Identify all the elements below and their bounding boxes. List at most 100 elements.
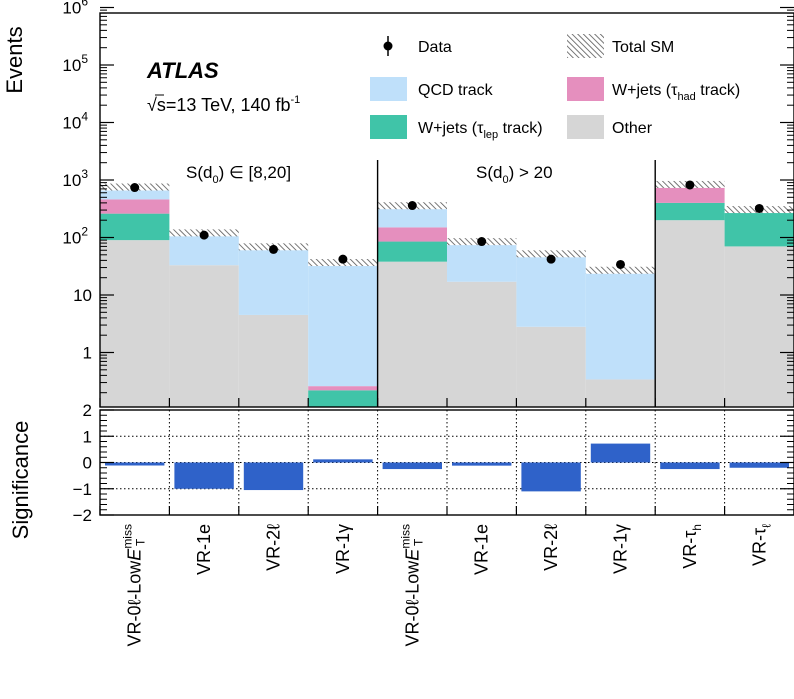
stack-bar-other-9 bbox=[724, 246, 794, 407]
sig-tick-label-3: 1 bbox=[83, 427, 92, 446]
y-tick-label-0: 1 bbox=[83, 344, 92, 363]
stack-bar-other-5 bbox=[447, 281, 517, 407]
energy-luminosity-sup: -1 bbox=[291, 94, 301, 106]
stack-bar-w-jets-lep-track--8 bbox=[655, 202, 725, 221]
y-tick-label-1: 10 bbox=[73, 286, 92, 305]
x-tick-label-base-2: VR-2ℓ bbox=[264, 524, 284, 571]
data-point-3 bbox=[338, 254, 348, 264]
stack-bar-other-6 bbox=[516, 326, 586, 407]
legend-other-swatch bbox=[567, 115, 604, 139]
y-tick-label-2: 102 bbox=[62, 225, 88, 248]
legend-qcd-label: QCD track bbox=[418, 82, 494, 99]
energy-luminosity-label: √s=13 TeV, 140 fb-1 bbox=[147, 94, 300, 115]
stack-bar-w-jets-had-track--4 bbox=[377, 227, 447, 242]
x-tick-label-2: VR-2ℓ bbox=[264, 524, 284, 571]
x-tick-label-3: VR-1γ bbox=[333, 524, 353, 574]
region-label-low: S(d0) ∈ [8,20] bbox=[186, 163, 291, 186]
significance-plot-frame bbox=[99, 409, 794, 516]
x-tick-label-base-7: VR-1γ bbox=[611, 524, 631, 574]
stack-bar-qcd-track-2 bbox=[238, 247, 309, 315]
x-tick-label-7: VR-1γ bbox=[611, 524, 631, 574]
y-tick-base-5: 10 bbox=[62, 56, 81, 75]
y-tick-label-6: 106 bbox=[62, 0, 88, 18]
x-tick-label-sub-4: T bbox=[411, 538, 425, 546]
x-tick-label-6: VR-2ℓ bbox=[541, 524, 561, 571]
stack-bar-w-jets-had-track--0 bbox=[100, 199, 170, 214]
data-point-0 bbox=[130, 183, 140, 193]
data-point-6 bbox=[546, 254, 556, 264]
x-tick-label-8: VR-τh bbox=[680, 524, 704, 569]
stack-bar-w-jets-lep-track--3 bbox=[308, 390, 378, 407]
x-tick-label-5: VR-1e bbox=[472, 524, 492, 575]
stack-bar-w-jets-had-track--3 bbox=[308, 386, 378, 391]
x-tick-label-sup-4: miss bbox=[398, 524, 412, 549]
y-tick-base-2: 10 bbox=[62, 229, 81, 248]
y-tick-exp-4: 4 bbox=[81, 110, 88, 124]
stack-bar-qcd-track-7 bbox=[585, 270, 656, 380]
legend-wjets-lep-label: W+jets (τlep track) bbox=[418, 120, 543, 141]
region-label-high-rest: ) > 20 bbox=[509, 163, 553, 182]
significance-bar-4 bbox=[382, 462, 442, 470]
y-tick-base-6: 10 bbox=[62, 0, 81, 18]
legend-total-sm-swatch bbox=[567, 34, 604, 58]
total-sm-band-7 bbox=[585, 266, 656, 274]
energy-luminosity-text: √s=13 TeV, 140 fb bbox=[147, 95, 291, 115]
region-label-low-main: S(d bbox=[186, 163, 212, 182]
legend-wjets-lep-swatch bbox=[370, 115, 407, 139]
significance-bar-2 bbox=[243, 462, 304, 491]
legend-data-label: Data bbox=[418, 39, 452, 56]
x-tick-label-base-0: VR-0ℓ-Low bbox=[125, 560, 145, 647]
y-tick-label-5: 105 bbox=[62, 52, 88, 75]
legend-other-label: Other bbox=[612, 120, 653, 137]
y-tick-exp-2: 2 bbox=[81, 225, 88, 239]
significance-bar-0 bbox=[105, 462, 165, 466]
region-label-low-sub: 0 bbox=[212, 174, 218, 186]
data-point-4 bbox=[407, 201, 417, 211]
x-tick-label-base-3: VR-1γ bbox=[333, 524, 353, 574]
x-tick-label-sup-0: miss bbox=[121, 524, 135, 549]
legend-wjets-had-swatch bbox=[567, 77, 604, 101]
significance-bar-8 bbox=[660, 462, 720, 470]
sig-tick-label-2: 0 bbox=[83, 454, 92, 473]
legend-wjets-had-sub: had bbox=[677, 91, 695, 103]
y-tick-label-3: 103 bbox=[62, 167, 88, 190]
significance-bar-6 bbox=[521, 462, 581, 492]
x-tick-label-0: VR-0ℓ-LowEmissT bbox=[121, 524, 148, 647]
significance-bar-9 bbox=[729, 462, 789, 468]
legend-wjets-had-label: W+jets (τhad track) bbox=[612, 82, 740, 103]
significance-bar-1 bbox=[174, 462, 234, 489]
data-point-1 bbox=[199, 230, 209, 240]
data-point-2 bbox=[269, 244, 278, 254]
legend-data-marker bbox=[383, 41, 393, 51]
stack-bar-w-jets-lep-track--9 bbox=[724, 210, 794, 247]
stack-bar-other-4 bbox=[377, 261, 447, 407]
stack-bar-qcd-track-6 bbox=[516, 254, 586, 327]
legend-wjets-had-text: W+jets (τ bbox=[612, 82, 678, 99]
stack-bar-other-1 bbox=[169, 265, 239, 407]
x-tick-label-base-6: VR-2ℓ bbox=[541, 524, 561, 571]
region-label-high-main: S(d bbox=[476, 163, 502, 182]
x-tick-label-sub-9: ℓ bbox=[759, 524, 773, 528]
significance-bar-7 bbox=[590, 443, 651, 463]
sig-tick-label-1: −1 bbox=[73, 480, 92, 499]
y-tick-exp-3: 3 bbox=[81, 167, 88, 181]
stack-bar-other-2 bbox=[238, 314, 309, 407]
x-tick-label-4: VR-0ℓ-LowEmissT bbox=[398, 524, 425, 647]
x-tick-label-base-8: VR-τ bbox=[680, 531, 700, 569]
stack-bar-w-jets-lep-track--0 bbox=[100, 213, 170, 241]
stack-bar-qcd-track-0 bbox=[100, 187, 170, 200]
y-tick-exp-6: 6 bbox=[81, 0, 88, 9]
x-tick-label-base-1: VR-1e bbox=[194, 524, 214, 575]
significance-panel: −2 −1 0 1 2 bbox=[73, 398, 794, 525]
region-label-high-sub: 0 bbox=[502, 174, 508, 186]
x-tick-label-1: VR-1e bbox=[194, 524, 214, 575]
y-tick-base-3: 10 bbox=[62, 171, 81, 190]
data-point-5 bbox=[477, 237, 487, 247]
sig-tick-label-0: −2 bbox=[73, 506, 92, 525]
stack-bar-qcd-track-4 bbox=[377, 206, 447, 228]
stack-bar-w-jets-lep-track--4 bbox=[377, 241, 447, 262]
legend: Data Total SM QCD track W+jets (τhad tra… bbox=[370, 34, 740, 141]
y-axis-title-significance: Significance bbox=[8, 421, 33, 540]
y-tick-base-4: 10 bbox=[62, 114, 81, 133]
stack-bar-w-jets-had-track--8 bbox=[655, 184, 725, 203]
